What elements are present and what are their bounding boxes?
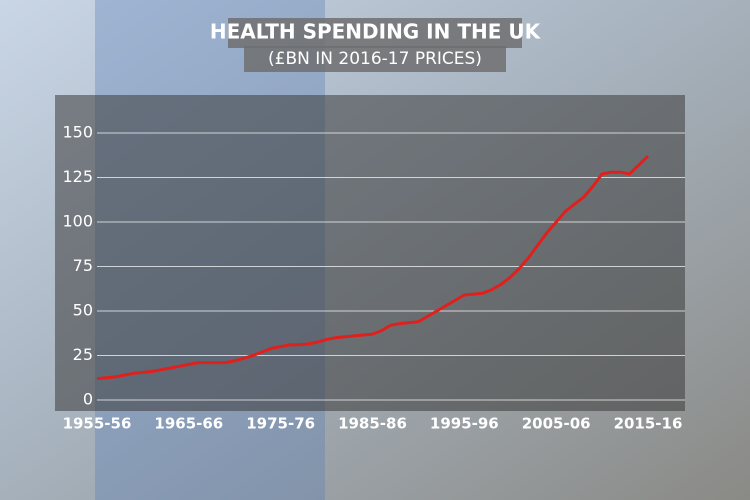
plot-panel (55, 95, 685, 411)
x-tick-label: 1955-56 (63, 415, 132, 433)
x-tick-label: 1985-86 (338, 415, 407, 433)
title-box (228, 18, 522, 48)
y-tick-label: 75 (73, 256, 93, 275)
x-tick-label: 1965-66 (154, 415, 223, 433)
x-tick-label: 2015-16 (614, 415, 683, 433)
chart-subtitle: (£BN IN 2016-17 PRICES) (268, 49, 482, 69)
x-tick-label: 1995-96 (430, 415, 499, 433)
y-tick-label: 50 (73, 301, 93, 320)
chart-title: HEALTH SPENDING IN THE UK (210, 20, 542, 44)
y-tick-label: 100 (62, 212, 93, 231)
y-tick-label: 150 (62, 123, 93, 142)
x-tick-label: 1975-76 (246, 415, 315, 433)
y-tick-label: 125 (62, 167, 93, 186)
y-tick-label: 25 (73, 345, 93, 364)
data-line (96, 155, 650, 381)
subtitle-box (244, 46, 506, 72)
x-tick-label: 2005-06 (522, 415, 591, 433)
y-tick-label: 0 (83, 390, 93, 409)
